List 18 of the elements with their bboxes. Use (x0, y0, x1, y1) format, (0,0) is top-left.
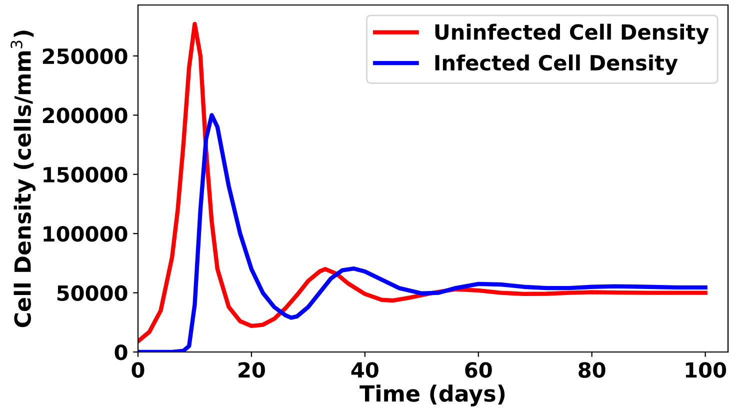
legend-label: Uninfected Cell Density (435, 24, 709, 44)
x-tick-label: 20 (238, 362, 265, 378)
line-series (138, 22, 708, 344)
y-tick-label: 250000 (42, 48, 128, 64)
y-tick-label: 150000 (44, 166, 128, 183)
y-tick-label: 200000 (42, 108, 128, 124)
x-axis-title: Time (days) (360, 384, 505, 406)
legend-label: Infected Cell Density (435, 54, 678, 75)
y-tick-label: 100000 (44, 226, 128, 242)
x-tick-label: 0 (132, 362, 144, 378)
x-tick-label: 40 (351, 362, 378, 378)
x-tick-label: 100 (686, 362, 726, 378)
x-tick-label: 80 (578, 362, 606, 378)
y-tick-label: 0 (114, 344, 128, 360)
y-axis-title: Cell Density (cells/mm$^{3}$) (10, 30, 36, 328)
y-tick-label: 50000 (57, 285, 128, 301)
line-series (138, 113, 708, 352)
x-tick-label: 60 (465, 362, 492, 378)
